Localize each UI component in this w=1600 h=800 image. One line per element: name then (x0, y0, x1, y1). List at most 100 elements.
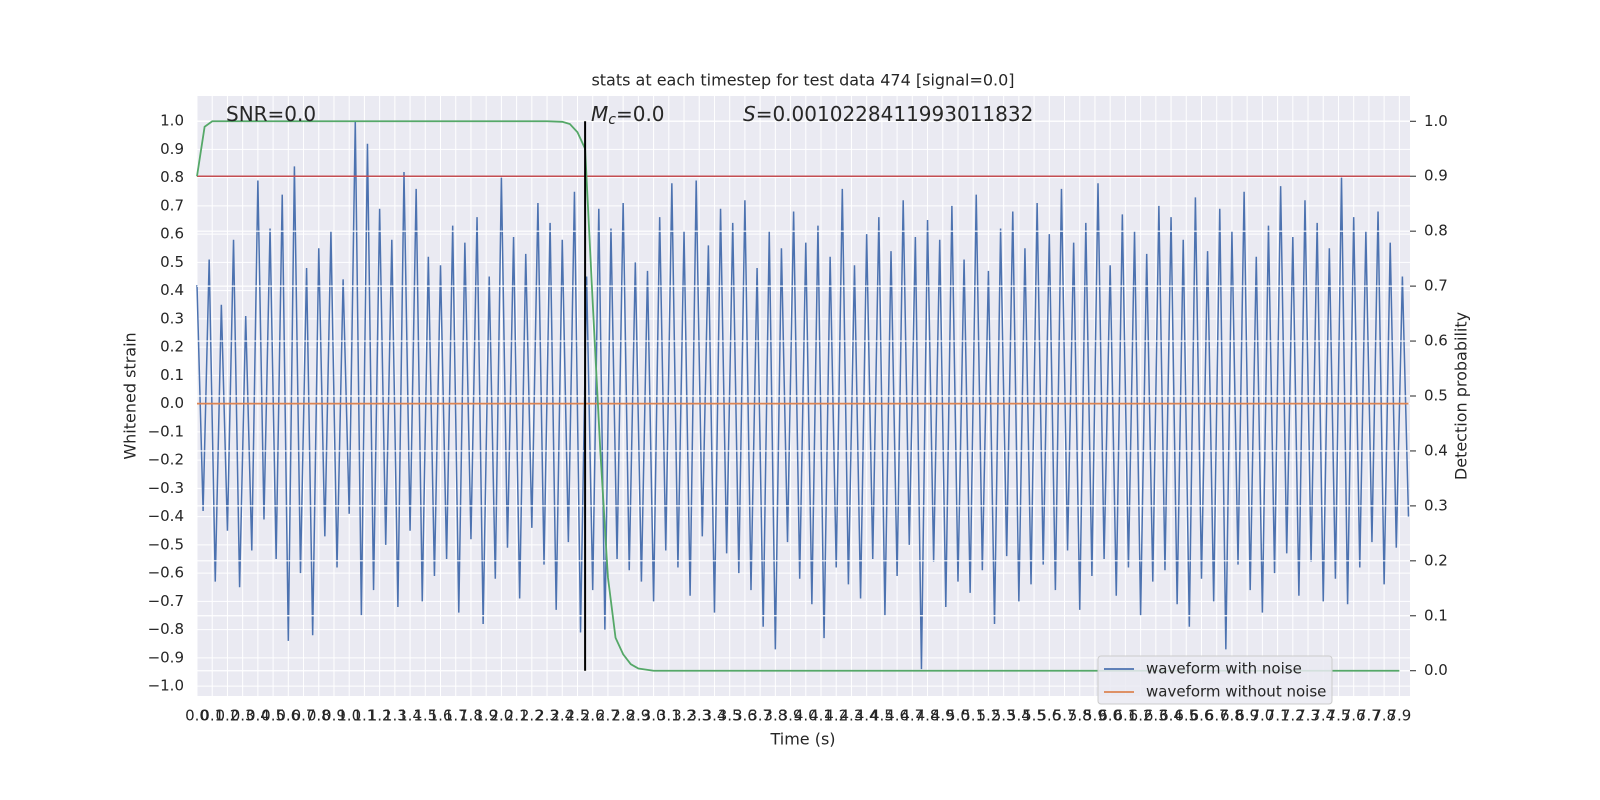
x-tick-label: 6.7 (1205, 707, 1229, 725)
x-tick-label: 4.0 (794, 707, 818, 725)
x-tick-label: 3.6 (733, 707, 757, 725)
x-tick-label: 5.6 (1037, 707, 1061, 725)
x-tick-label: 3.5 (718, 707, 742, 725)
x-tick-label: 3.8 (763, 707, 787, 725)
y-tick-label: −0.9 (148, 648, 184, 666)
x-tick-label: 1.6 (429, 707, 453, 725)
x-tick-label: 6.4 (1159, 707, 1183, 725)
x-tick-label: 2.2 (520, 707, 544, 725)
y-tick-label: 0.3 (160, 309, 184, 327)
x-tick-label: 7.8 (1372, 707, 1396, 725)
x-tick-label: 3.0 (642, 707, 666, 725)
y2-tick-label: 0.8 (1424, 222, 1448, 240)
series-line (196, 121, 1410, 670)
annotation: S=0.0010228411993011832 (743, 102, 1033, 126)
annotation-text: =0.0010228411993011832 (756, 102, 1034, 126)
x-tick-label: 5.0 (946, 707, 970, 725)
x-tick-label: 1.3 (383, 707, 407, 725)
x-tick-label: 6.3 (1144, 707, 1168, 725)
x-tick-label: 4.4 (855, 707, 879, 725)
x-tick-label: 0.3 (231, 707, 255, 725)
y2-tick-label: 0.9 (1424, 167, 1448, 185)
x-tick-label: 7.4 (1311, 707, 1335, 725)
annotation-text: =0.0 (616, 102, 665, 126)
probability-line (196, 120, 1400, 672)
y-tick-label: −0.3 (148, 479, 184, 497)
x-tick-label: 0.7 (292, 707, 316, 725)
annotation-subscript: c (608, 112, 616, 128)
x-tick-label: 4.3 (840, 707, 864, 725)
x-tick-label: 0.4 (246, 707, 270, 725)
legend-box (1097, 655, 1333, 705)
x-tick-label: 2.8 (611, 707, 635, 725)
y-tick-label: 0.0 (160, 394, 184, 412)
x-tick-label: 4.2 (824, 707, 848, 725)
y-tick-label: 1.0 (160, 112, 184, 130)
y-tick-label: 0.6 (160, 225, 184, 243)
x-tick-label: 5.8 (1068, 707, 1092, 725)
legend-label: waveform without noise (1146, 683, 1326, 701)
x-tick-label: 4.8 (916, 707, 940, 725)
y2-tick-label: 0.4 (1424, 441, 1448, 459)
x-tick-label: 7.0 (1250, 707, 1274, 725)
x-tick-label: 5.7 (1053, 707, 1077, 725)
x-tick-label: 4.5 (870, 707, 894, 725)
x-tick-label: 6.8 (1220, 707, 1244, 725)
x-tick-label: 0.2 (216, 707, 240, 725)
x-tick-label: 6.9 (1235, 707, 1259, 725)
x-tick-label: 4.9 (931, 707, 955, 725)
x-tick-label: 1.8 (459, 707, 483, 725)
x-tick-label: 7.9 (1387, 707, 1411, 725)
x-tick-label: 3.7 (748, 707, 772, 725)
annotation-symbol: S (743, 102, 756, 126)
y-tick-label: 0.9 (160, 140, 184, 158)
y-tick-label: 0.7 (160, 196, 184, 214)
x-axis-label: Time (s) (769, 730, 835, 749)
x-tick-label: 0.0 (185, 707, 209, 725)
x-tick-label: 0.5 (261, 707, 285, 725)
x-tick-label: 3.9 (779, 707, 803, 725)
annotation: SNR=0.0 (226, 102, 316, 126)
y-tick-label: −0.6 (148, 564, 184, 582)
y2-tick-label: 0.5 (1424, 387, 1448, 405)
y2-tick-label: 1.0 (1424, 112, 1448, 130)
x-tick-label: 6.5 (1174, 707, 1198, 725)
y-axis-label: Whitened strain (121, 332, 140, 459)
x-tick-label: 1.4 (398, 707, 422, 725)
x-tick-label: 0.9 (322, 707, 346, 725)
x-tick-label: 3.2 (672, 707, 696, 725)
y-tick-label: −1.0 (148, 677, 184, 695)
x-tick-label: 7.2 (1281, 707, 1305, 725)
x-tick-label: 1.1 (352, 707, 376, 725)
y2-tick-label: 0.2 (1424, 551, 1448, 569)
y2-tick-label: 0.6 (1424, 332, 1448, 350)
annotation: Mc=0.0 (591, 102, 665, 129)
x-tick-label: 6.6 (1190, 707, 1214, 725)
x-tick-label: 3.4 (703, 707, 727, 725)
y-tick-label: 0.5 (160, 253, 184, 271)
y2-tick-label: 0.1 (1424, 606, 1448, 624)
x-tick-label: 3.1 (657, 707, 681, 725)
x-tick-label: 5.9 (1083, 707, 1107, 725)
x-tick-label: 7.7 (1357, 707, 1381, 725)
x-tick-label: 2.4 (550, 707, 574, 725)
x-tick-label: 2.7 (596, 707, 620, 725)
y2-tick-label: 0.3 (1424, 496, 1448, 514)
y-tick-label: −0.2 (148, 451, 184, 469)
x-tick-label: 2.6 (581, 707, 605, 725)
x-tick-label: 6.1 (1113, 707, 1137, 725)
y-tick-label: 0.2 (160, 338, 184, 356)
y2-axis-label: Detection probability (1452, 312, 1471, 480)
x-tick-label: 4.7 (900, 707, 924, 725)
x-tick-label: 5.1 (961, 707, 985, 725)
x-tick-label: 0.1 (200, 707, 224, 725)
x-tick-label: 2.1 (505, 707, 529, 725)
y-tick-label: −0.5 (148, 535, 184, 553)
x-tick-label: 7.5 (1327, 707, 1351, 725)
x-tick-label: 6.2 (1129, 707, 1153, 725)
x-tick-label: 2.0 (489, 707, 513, 725)
x-tick-label: 5.5 (1022, 707, 1046, 725)
y-tick-label: −0.7 (148, 592, 184, 610)
y-tick-label: 0.8 (160, 168, 184, 186)
